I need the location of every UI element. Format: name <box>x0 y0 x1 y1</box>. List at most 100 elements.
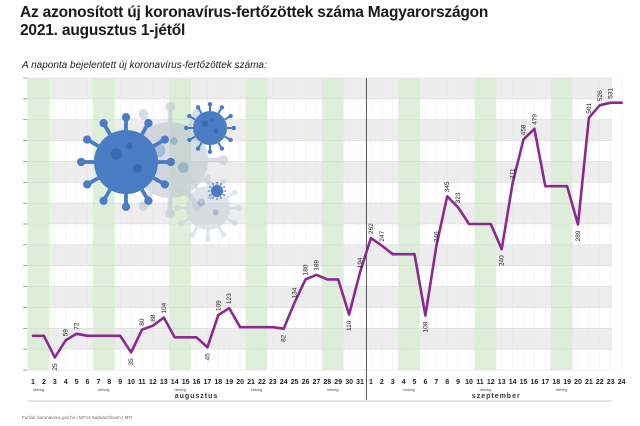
title-line-1: Az azonosított új koronavírus-fertőzötte… <box>20 4 489 21</box>
virus-illustration <box>77 101 242 242</box>
x-tick-label: 11 <box>476 379 484 386</box>
title-line-2: 2021. augusztus 1-jétől <box>20 22 186 39</box>
data-label: 189 <box>313 260 320 271</box>
x-tick-label: 30 <box>345 379 353 386</box>
x-tick-label: 19 <box>225 379 233 386</box>
x-tick-label: 16 <box>193 379 201 386</box>
x-tick-label: 15 <box>182 379 190 386</box>
data-label: 323 <box>455 192 462 203</box>
data-label: 25 <box>52 363 59 371</box>
data-label: 45 <box>204 353 211 361</box>
x-tick-label: 18 <box>552 379 560 386</box>
x-tick-label: 27 <box>313 379 321 386</box>
data-label: 134 <box>292 287 299 298</box>
data-label: 531 <box>608 87 615 98</box>
weekend-label: hétvég <box>480 388 491 392</box>
x-tick-label: 1 <box>31 379 35 386</box>
data-label: 526 <box>597 90 604 101</box>
series-line <box>31 101 623 359</box>
data-label: 194 <box>357 257 364 268</box>
data-label: 35 <box>128 358 135 366</box>
x-tick-label: 6 <box>86 379 90 386</box>
data-label: 289 <box>575 230 582 241</box>
virus-tiny-icon <box>207 181 227 201</box>
x-tick-label: 17 <box>541 379 549 386</box>
x-tick-label: 18 <box>214 379 222 386</box>
weekend-label: hétvég <box>174 388 185 392</box>
x-tick-label: 26 <box>302 379 310 386</box>
virus-shadow-small-icon <box>174 174 242 242</box>
x-tick-label: 13 <box>498 379 506 386</box>
x-tick-label: 31 <box>356 379 364 386</box>
data-label: 501 <box>586 103 593 114</box>
x-tick-label: 16 <box>531 379 539 386</box>
weekend-label: hétvég <box>98 388 109 392</box>
x-axis: 1 2 3 4 5 6 7 8 9 10 11 12 13 14 15 16 17 18 19 20 21 22 23 24 2… <box>27 379 626 402</box>
x-tick-label: 1 <box>369 379 373 386</box>
x-tick-label: 17 <box>204 379 212 386</box>
data-label: 123 <box>226 293 233 304</box>
data-label: 59 <box>63 329 70 337</box>
month-label: augusztus <box>175 393 219 400</box>
x-tick-label: 8 <box>445 379 449 386</box>
x-tick-label: 22 <box>258 379 266 386</box>
x-tick-label: 24 <box>280 379 288 386</box>
series-line-layer <box>31 101 623 359</box>
x-tick-label: 21 <box>247 379 255 386</box>
x-tick-label: 22 <box>596 379 604 386</box>
data-label: 88 <box>150 314 157 322</box>
data-label: 247 <box>379 230 386 241</box>
data-label: 246 <box>433 231 440 242</box>
x-tick-label: 29 <box>334 379 342 386</box>
x-tick-label: 19 <box>563 379 571 386</box>
x-tick-label: 12 <box>487 379 495 386</box>
x-tick-label: 12 <box>149 379 157 386</box>
weekend-label: hétvég <box>327 388 338 392</box>
x-tick-label: 14 <box>171 379 179 386</box>
x-tick-label: 7 <box>434 379 438 386</box>
x-tick-label: 3 <box>53 379 57 386</box>
data-label: 80 <box>139 318 146 326</box>
data-label: 104 <box>161 302 168 313</box>
x-tick-label: 9 <box>118 379 122 386</box>
x-tick-label: 11 <box>138 379 146 386</box>
virus-medium-icon <box>183 101 237 155</box>
data-label: 458 <box>521 124 528 135</box>
x-tick-label: 25 <box>291 379 299 386</box>
x-tick-label: 13 <box>160 379 168 386</box>
x-tick-label: 4 <box>64 379 68 386</box>
x-tick-label: 14 <box>509 379 517 386</box>
x-tick-label: 7 <box>96 379 100 386</box>
x-tick-label: 8 <box>107 379 111 386</box>
chart-subtitle: A naponta bejelentett új koronavírus-fer… <box>22 60 267 71</box>
x-tick-label: 23 <box>269 379 277 386</box>
data-label: 240 <box>499 255 506 266</box>
data-label: 371 <box>510 168 517 179</box>
x-tick-label: 2 <box>42 379 46 386</box>
data-label: 82 <box>281 334 288 342</box>
data-label: 345 <box>444 181 451 192</box>
x-tick-label: 15 <box>520 379 528 386</box>
data-label-layer: 25 59 72 35 80 88 104 45 109 123 82 134 180 189 110 194… <box>52 87 615 370</box>
x-tick-label: 23 <box>607 379 615 386</box>
data-label: 110 <box>346 320 353 331</box>
x-tick-label: 10 <box>127 379 135 386</box>
data-label: 108 <box>422 321 429 332</box>
x-tick-label: 6 <box>423 379 427 386</box>
x-tick-label: 3 <box>391 379 395 386</box>
chart-title: Az azonosított új koronavírus-fertőzötte… <box>20 4 488 40</box>
x-tick-label: 5 <box>413 379 417 386</box>
data-label: 180 <box>303 264 310 275</box>
weekend-label: hétvég <box>556 388 567 392</box>
x-tick-label: 4 <box>402 379 406 386</box>
data-label: 262 <box>368 223 375 234</box>
chart-background <box>23 77 622 400</box>
data-label: 72 <box>74 322 81 330</box>
x-tick-label: 2 <box>380 379 384 386</box>
x-tick-label: 21 <box>585 379 593 386</box>
data-label: 109 <box>215 300 222 311</box>
x-tick-label: 9 <box>456 379 460 386</box>
x-tick-label: 28 <box>323 379 331 386</box>
weekend-label: hétvég <box>403 388 414 392</box>
